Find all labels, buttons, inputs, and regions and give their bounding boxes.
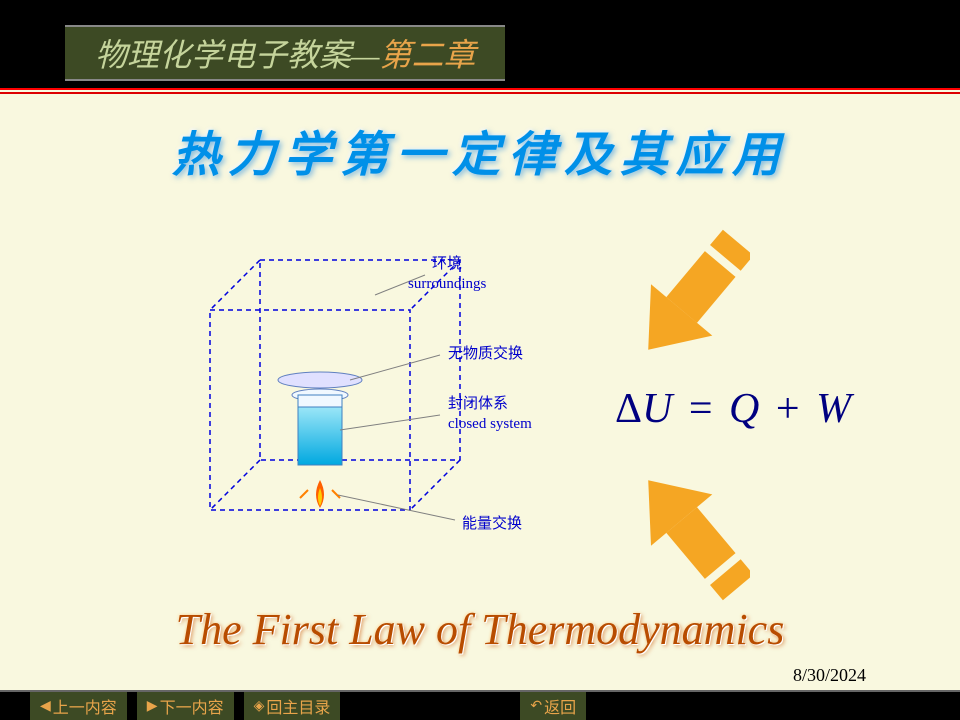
label-surroundings-cn: 环境 <box>432 254 462 272</box>
title-part2: 第二章 <box>379 30 475 76</box>
eq-equals: = <box>683 386 719 432</box>
label-closed-cn: 封闭体系 <box>448 395 508 412</box>
title-part1: 物理化学电子教案— <box>95 30 379 76</box>
eq-U: U <box>642 386 672 432</box>
prev-button[interactable]: ◀ 上一内容 <box>30 692 127 720</box>
label-energy: 能量交换 <box>462 514 522 532</box>
toc-icon: ◈ <box>254 698 265 715</box>
footer-bar: ◀ 上一内容 ▶ 下一内容 ◈ 回主目录 ↶ 返回 <box>0 690 960 720</box>
beaker <box>278 372 362 465</box>
back-button[interactable]: ↶ 返回 <box>520 692 586 720</box>
heading-english: The First Law of Thermodynamics <box>0 604 960 655</box>
eq-Q: Q <box>729 386 759 432</box>
label-no-matter: 无物质交换 <box>448 344 523 362</box>
leader-lines <box>338 275 455 520</box>
divider <box>0 92 960 94</box>
toc-button[interactable]: ◈ 回主目录 <box>244 692 341 720</box>
eq-delta: Δ <box>615 386 642 432</box>
arrow-upper <box>630 225 750 365</box>
eq-plus: + <box>770 386 806 432</box>
equation: ΔU = Q + W <box>615 385 851 433</box>
label-surroundings-en: surroundings <box>408 276 486 292</box>
header-bar: 物理化学电子教案— 第二章 <box>0 0 960 90</box>
back-icon: ↶ <box>530 698 542 715</box>
date-label: 8/30/2024 <box>789 665 870 686</box>
label-closed-en: closed system <box>448 416 532 432</box>
next-button[interactable]: ▶ 下一内容 <box>137 692 234 720</box>
prev-label: 上一内容 <box>53 694 117 718</box>
heading-chinese: 热力学第一定律及其应用 <box>0 115 960 185</box>
flame-icon <box>300 480 340 508</box>
main-content: 热力学第一定律及其应用 <box>0 90 960 690</box>
back-label: 返回 <box>544 694 576 718</box>
eq-W: W <box>816 386 851 432</box>
title-banner: 物理化学电子教案— 第二章 <box>65 25 505 81</box>
next-icon: ▶ <box>147 698 158 715</box>
prev-icon: ◀ <box>40 698 51 715</box>
arrow-lower <box>630 455 750 595</box>
toc-label: 回主目录 <box>266 694 330 718</box>
closed-system-diagram: 环境 surroundings 无物质交换 封闭体系 closed system… <box>190 240 590 570</box>
next-label: 下一内容 <box>160 694 224 718</box>
